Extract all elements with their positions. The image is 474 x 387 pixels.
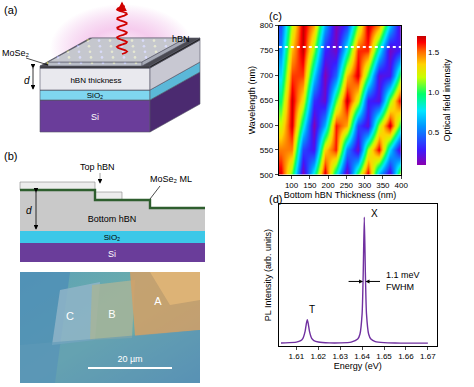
svg-text:MoSe₂: MoSe₂ <box>2 48 30 58</box>
svg-text:d: d <box>24 75 30 86</box>
svg-text:(b): (b) <box>4 150 17 162</box>
svg-text:PL Intensity (arb. units): PL Intensity (arb. units) <box>263 229 273 321</box>
svg-text:650: 650 <box>260 96 274 105</box>
svg-text:300: 300 <box>358 181 372 190</box>
svg-text:MoSe₂ ML: MoSe₂ ML <box>150 174 192 184</box>
svg-text:Top hBN: Top hBN <box>80 162 115 172</box>
svg-text:150: 150 <box>303 181 317 190</box>
svg-text:1.62: 1.62 <box>310 352 326 361</box>
svg-text:350: 350 <box>376 181 390 190</box>
svg-text:B: B <box>108 308 115 320</box>
svg-text:600: 600 <box>260 121 274 130</box>
svg-text:700: 700 <box>260 71 274 80</box>
svg-text:A: A <box>154 295 162 307</box>
svg-text:Bottom hBN Thickness (nm): Bottom hBN Thickness (nm) <box>284 190 396 200</box>
svg-text:100: 100 <box>285 181 299 190</box>
svg-text:Wavelength (nm): Wavelength (nm) <box>247 66 257 134</box>
svg-text:1.61: 1.61 <box>289 352 305 361</box>
svg-text:Optical field intensity: Optical field intensity <box>442 58 452 141</box>
svg-text:(d): (d) <box>269 193 282 205</box>
svg-text:(a): (a) <box>4 4 17 16</box>
svg-text:1.65: 1.65 <box>376 352 392 361</box>
svg-text:hBN thickness: hBN thickness <box>70 76 121 85</box>
svg-text:1.0: 1.0 <box>428 88 440 97</box>
svg-text:1.67: 1.67 <box>420 352 436 361</box>
svg-text:C: C <box>66 310 74 322</box>
svg-text:(c): (c) <box>269 10 282 22</box>
svg-text:1.64: 1.64 <box>354 352 370 361</box>
svg-text:200: 200 <box>321 181 335 190</box>
svg-text:d: d <box>26 205 32 216</box>
svg-text:Energy (eV): Energy (eV) <box>334 361 382 371</box>
svg-text:Si: Si <box>108 249 116 259</box>
svg-text:hBN: hBN <box>172 34 190 44</box>
svg-text:Si: Si <box>91 112 99 122</box>
svg-text:1.5: 1.5 <box>428 48 440 57</box>
svg-text:0.5: 0.5 <box>428 128 440 137</box>
svg-text:X: X <box>371 208 378 219</box>
svg-text:1.66: 1.66 <box>398 352 414 361</box>
svg-text:550: 550 <box>260 146 274 155</box>
svg-text:250: 250 <box>340 181 354 190</box>
svg-text:800: 800 <box>260 21 274 30</box>
svg-text:750: 750 <box>260 46 274 55</box>
svg-text:T: T <box>309 304 315 315</box>
svg-text:1.1 meVFWHM: 1.1 meVFWHM <box>386 270 420 292</box>
svg-text:SiO₂: SiO₂ <box>87 91 103 100</box>
svg-text:400: 400 <box>394 181 408 190</box>
svg-text:SiO₂: SiO₂ <box>104 233 120 242</box>
svg-text:20 µm: 20 µm <box>117 354 142 364</box>
svg-text:500: 500 <box>260 171 274 180</box>
svg-text:Bottom hBN: Bottom hBN <box>88 214 137 224</box>
svg-text:1.63: 1.63 <box>332 352 348 361</box>
